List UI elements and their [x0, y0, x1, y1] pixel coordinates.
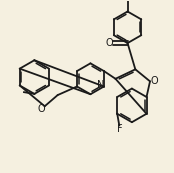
Text: O: O [151, 76, 158, 86]
Text: F: F [117, 124, 123, 134]
Text: O: O [105, 38, 113, 48]
Text: N: N [97, 80, 104, 90]
Text: O: O [37, 104, 45, 114]
